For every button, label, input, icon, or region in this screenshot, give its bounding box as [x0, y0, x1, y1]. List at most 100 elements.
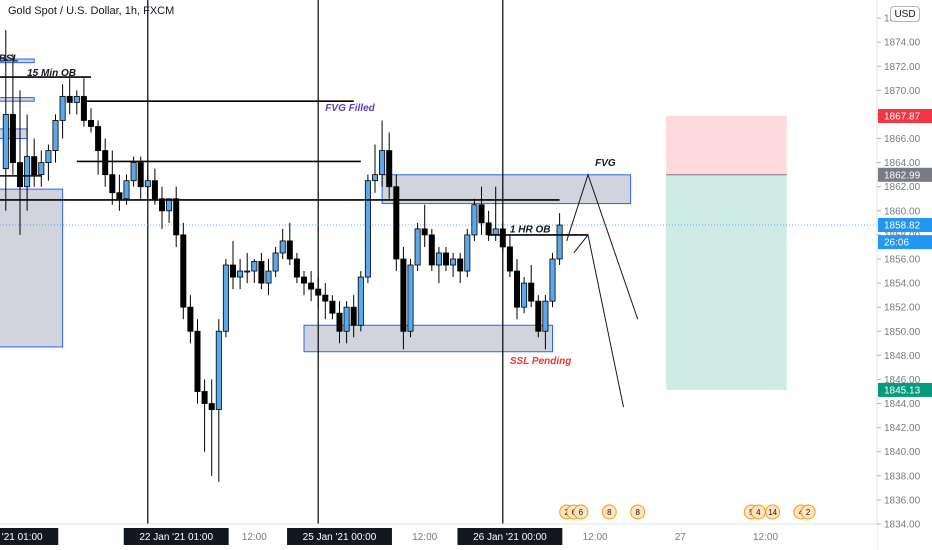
candle-body [9, 114, 16, 164]
price-label-text: 26:06 [884, 238, 909, 249]
time-axis-label: 12:00 [753, 532, 778, 543]
candle-body [45, 150, 52, 164]
price-axis-label: 1872.00 [884, 62, 921, 73]
price-axis-label: 1844.00 [884, 399, 921, 410]
candle-body [400, 258, 407, 332]
time-axis-label: 25 Jan '21 00:00 [303, 532, 377, 543]
event-marker-icon [765, 504, 781, 520]
price-axis-label: 1842.00 [884, 423, 921, 434]
candle-body [237, 270, 244, 278]
price-label-text: 1867.87 [884, 112, 921, 123]
chart-annotation: BSL [0, 53, 19, 64]
candle-body [371, 174, 378, 182]
candle-body [442, 252, 449, 266]
stop-loss-zone [666, 116, 787, 175]
price-label-tag [878, 382, 932, 397]
price-axis-label: 1854.00 [884, 279, 921, 290]
price-label-text: 1862.99 [884, 170, 921, 181]
candle-body [308, 282, 315, 290]
symbol-title: Gold Spot / U.S. Dollar, 1h, FXCM [8, 5, 175, 17]
candle-body [343, 306, 350, 332]
price-axis-label: 1852.00 [884, 303, 921, 314]
price-axis-label: 1836.00 [884, 495, 921, 506]
price-label-tag [878, 167, 932, 182]
candle-body [450, 258, 457, 266]
event-marker-count: 14 [768, 508, 777, 517]
chart-annotation: 1 HR OB [510, 224, 551, 235]
price-projection-path [573, 233, 624, 408]
event-marker-icon [800, 504, 816, 520]
price-label-tag [878, 235, 932, 250]
candle-body [222, 264, 229, 332]
candle-body [31, 156, 38, 176]
price-axis-label: 1860.00 [884, 206, 921, 217]
time-axis-tag [457, 528, 563, 545]
candle-body [407, 264, 414, 332]
candle-body [187, 306, 194, 332]
time-axis-label: 22 Jan '21 01:00 [139, 532, 213, 543]
candle-body [24, 156, 31, 188]
candle-body [549, 258, 556, 302]
candle-body [2, 114, 9, 170]
price-axis-label: 1840.00 [884, 447, 921, 458]
candle-body [478, 204, 485, 224]
candle-body [38, 162, 45, 176]
candle-body [201, 391, 208, 404]
candle-body [88, 120, 95, 127]
price-axis-label: 1864.00 [884, 158, 921, 169]
candle-body [528, 282, 535, 302]
candle-body [158, 198, 165, 212]
candle-body [166, 198, 173, 212]
currency-button[interactable]: USD [890, 6, 920, 22]
candle-body [59, 95, 66, 121]
price-axis-label: 1834.00 [884, 520, 921, 531]
candle-body [279, 240, 286, 254]
candle-body [144, 180, 151, 188]
candle-body [535, 300, 542, 332]
candle-body [80, 95, 87, 121]
candle-body [293, 258, 300, 278]
candle-body [386, 150, 393, 188]
candle-body [208, 403, 215, 410]
candle-body [556, 224, 563, 260]
candle-body [137, 162, 144, 188]
event-marker-count: 2 [806, 508, 811, 517]
event-marker-count: 8 [607, 508, 612, 517]
candle-body [244, 270, 251, 273]
candle-body [350, 306, 357, 326]
candle-body [173, 198, 180, 236]
time-axis-label: 26 Jan '21 00:00 [473, 532, 547, 543]
candle-body [506, 246, 513, 272]
candle-body [95, 126, 102, 151]
candle-body [258, 260, 265, 284]
candle-body [315, 288, 322, 296]
chart-annotation: FVG Filled [325, 103, 375, 114]
candle-body [73, 95, 80, 103]
candle-body [130, 162, 137, 182]
candle-body [194, 330, 201, 392]
time-axis-tag [287, 528, 392, 545]
candle-body [336, 312, 343, 332]
zone-box [0, 97, 35, 102]
candle-body [414, 228, 421, 266]
price-axis-label: 1870.00 [884, 86, 921, 97]
price-axis-label: 1848.00 [884, 351, 921, 362]
candle-body [428, 234, 435, 266]
price-axis-label: 1850.00 [884, 327, 921, 338]
time-axis-label: 12:00 [412, 532, 437, 543]
candle-body [109, 174, 116, 194]
candle-body [300, 276, 307, 284]
candle-body [471, 204, 478, 236]
candle-body [379, 150, 386, 176]
candle-body [492, 228, 499, 236]
candle-body [364, 180, 371, 278]
candle-body [116, 192, 123, 200]
event-marker-count: 6 [579, 508, 584, 517]
candle-body [521, 282, 528, 308]
price-label-tag [878, 109, 932, 124]
candle-body [322, 294, 329, 302]
candle-body [464, 234, 471, 272]
price-axis-label: 1856.00 [884, 254, 921, 265]
